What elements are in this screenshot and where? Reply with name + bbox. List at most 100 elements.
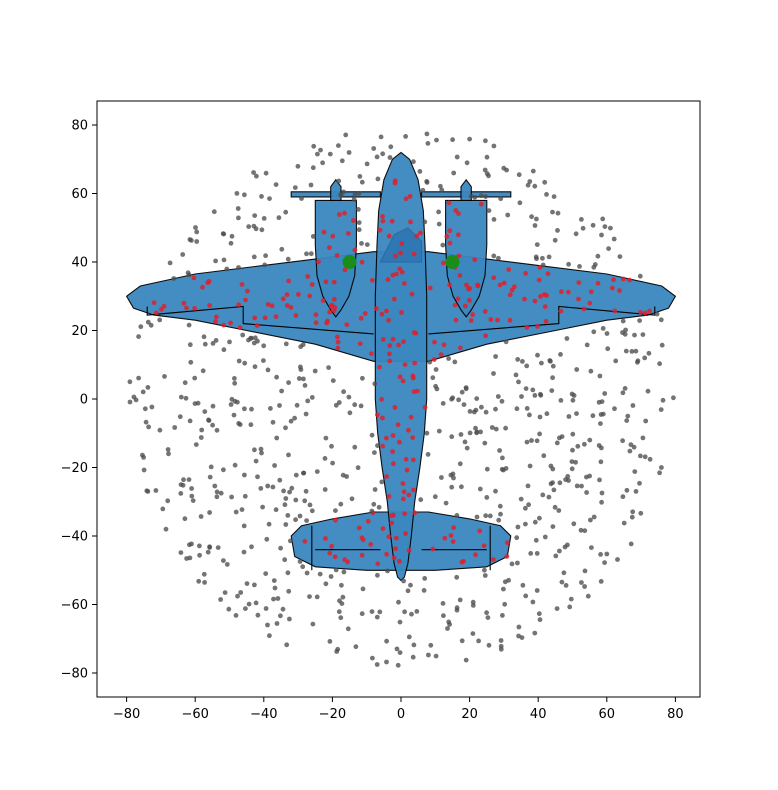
miss-point xyxy=(210,422,216,428)
hit-point xyxy=(545,271,551,276)
y-tick-label: 60 xyxy=(71,187,88,202)
hit-point xyxy=(284,292,290,298)
miss-point xyxy=(534,242,540,248)
miss-point xyxy=(237,422,243,427)
hit-point xyxy=(588,289,594,295)
miss-point xyxy=(394,646,400,652)
miss-point xyxy=(359,179,365,185)
miss-point xyxy=(640,332,646,337)
miss-point xyxy=(527,412,532,418)
airplane-flap-line-right xyxy=(428,305,656,335)
hit-point xyxy=(505,540,510,546)
miss-point xyxy=(262,262,268,268)
hit-point xyxy=(410,457,416,463)
hit-point xyxy=(462,303,468,309)
miss-point xyxy=(297,559,303,564)
miss-point xyxy=(574,411,579,416)
miss-point xyxy=(201,334,207,340)
miss-point xyxy=(625,413,631,419)
miss-point xyxy=(632,469,638,474)
miss-point xyxy=(205,549,211,555)
miss-point xyxy=(633,348,639,354)
hit-point xyxy=(380,214,385,219)
hit-point xyxy=(373,306,379,311)
miss-point xyxy=(144,488,150,494)
miss-point xyxy=(420,187,426,193)
miss-point xyxy=(450,471,456,477)
miss-point xyxy=(516,624,522,630)
hit-point xyxy=(538,294,543,299)
hit-point xyxy=(404,467,410,473)
miss-point xyxy=(520,359,525,364)
miss-point xyxy=(570,397,576,403)
miss-point xyxy=(588,368,594,374)
miss-point xyxy=(384,659,389,665)
miss-point xyxy=(564,336,570,341)
hit-point xyxy=(403,196,409,202)
miss-point xyxy=(624,418,630,423)
miss-point xyxy=(503,339,509,345)
miss-point xyxy=(384,638,389,644)
miss-point xyxy=(579,580,584,585)
miss-point xyxy=(310,165,316,171)
miss-point xyxy=(523,386,529,391)
miss-point xyxy=(620,438,625,444)
miss-point xyxy=(556,508,562,513)
miss-point xyxy=(600,326,606,331)
y-tick-label: −80 xyxy=(61,667,88,682)
y-tick-label: −40 xyxy=(61,530,88,545)
miss-point xyxy=(212,483,218,489)
miss-point xyxy=(506,577,511,583)
hit-point xyxy=(379,396,384,402)
x-tick-label: 60 xyxy=(599,707,616,722)
miss-point xyxy=(604,331,610,336)
miss-point xyxy=(523,505,528,511)
miss-point xyxy=(426,652,431,658)
miss-point xyxy=(369,609,375,614)
miss-point xyxy=(251,170,256,175)
miss-point xyxy=(330,378,336,383)
hit-point xyxy=(466,286,471,292)
miss-point xyxy=(554,606,560,611)
miss-point xyxy=(427,359,433,365)
miss-point xyxy=(292,185,298,191)
miss-point xyxy=(509,561,515,567)
miss-point xyxy=(591,329,597,335)
miss-point xyxy=(436,221,442,227)
miss-point xyxy=(302,498,308,504)
hit-point xyxy=(286,278,291,284)
hit-point xyxy=(384,551,389,557)
miss-point xyxy=(633,489,639,494)
miss-point xyxy=(270,484,276,490)
hit-point xyxy=(406,427,411,433)
hit-point xyxy=(396,342,401,348)
miss-point xyxy=(339,601,345,606)
miss-point xyxy=(461,402,467,407)
miss-point xyxy=(307,594,312,599)
miss-point xyxy=(193,225,198,230)
hit-point xyxy=(387,358,393,364)
miss-point xyxy=(182,516,188,522)
miss-point xyxy=(378,134,384,140)
miss-point xyxy=(186,322,192,328)
hit-point xyxy=(512,284,517,290)
miss-point xyxy=(605,346,611,352)
miss-point xyxy=(146,424,152,430)
miss-point xyxy=(192,401,198,406)
miss-point xyxy=(198,435,204,440)
hit-point xyxy=(408,219,413,225)
miss-point xyxy=(352,444,358,450)
miss-point xyxy=(347,410,353,416)
miss-point xyxy=(242,192,247,198)
miss-point xyxy=(484,171,490,177)
miss-point xyxy=(171,276,177,281)
miss-point xyxy=(428,642,434,648)
miss-point xyxy=(498,511,503,517)
hit-point xyxy=(397,374,403,380)
miss-point xyxy=(622,331,628,337)
miss-point xyxy=(612,406,617,412)
miss-point xyxy=(525,182,531,188)
hit-point xyxy=(385,277,391,282)
hit-point xyxy=(375,412,380,418)
hit-point xyxy=(446,200,452,206)
